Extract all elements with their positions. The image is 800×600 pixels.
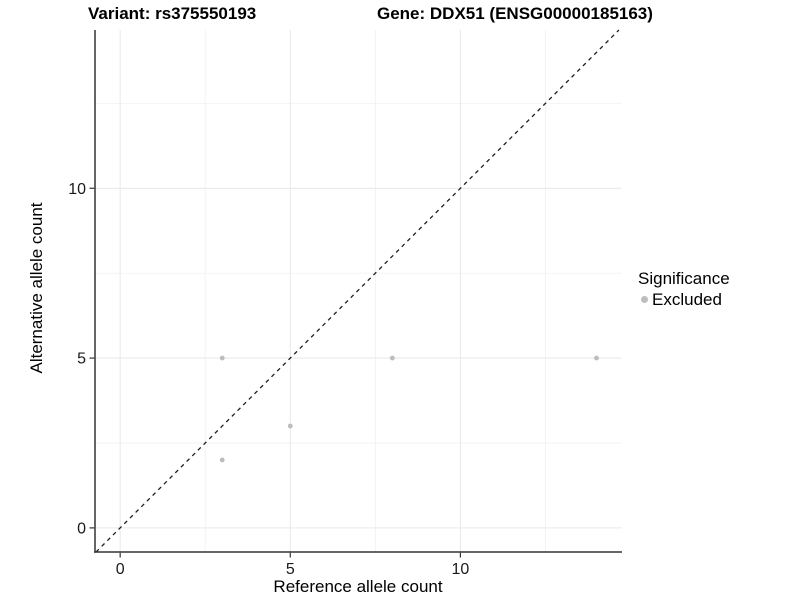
y-tick-label: 10 (68, 181, 86, 198)
y-axis-title: Alternative allele count (27, 202, 46, 374)
y-tick-label: 5 (77, 351, 86, 368)
legend-title: Significance (638, 269, 730, 288)
data-point (287, 423, 293, 429)
x-tick-label: 0 (116, 561, 125, 578)
x-axis-title: Reference allele count (273, 577, 443, 596)
legend: Significance Excluded (636, 268, 730, 310)
data-point (219, 355, 225, 361)
legend-item-excluded: Excluded (641, 289, 730, 310)
legend-point-icon (641, 296, 648, 303)
identity-reference-line (95, 29, 620, 553)
x-tick-label: 5 (286, 561, 295, 578)
plot-title-variant: Variant: rs375550193 (88, 4, 257, 23)
data-point (389, 355, 395, 361)
y-tick-label: 0 (77, 520, 86, 537)
data-point (219, 457, 225, 463)
plot-title-gene: Gene: DDX51 (ENSG00000185163) (377, 4, 653, 23)
data-point (594, 355, 599, 361)
legend-item-label: Excluded (652, 290, 722, 309)
x-tick-label: 10 (451, 561, 469, 578)
